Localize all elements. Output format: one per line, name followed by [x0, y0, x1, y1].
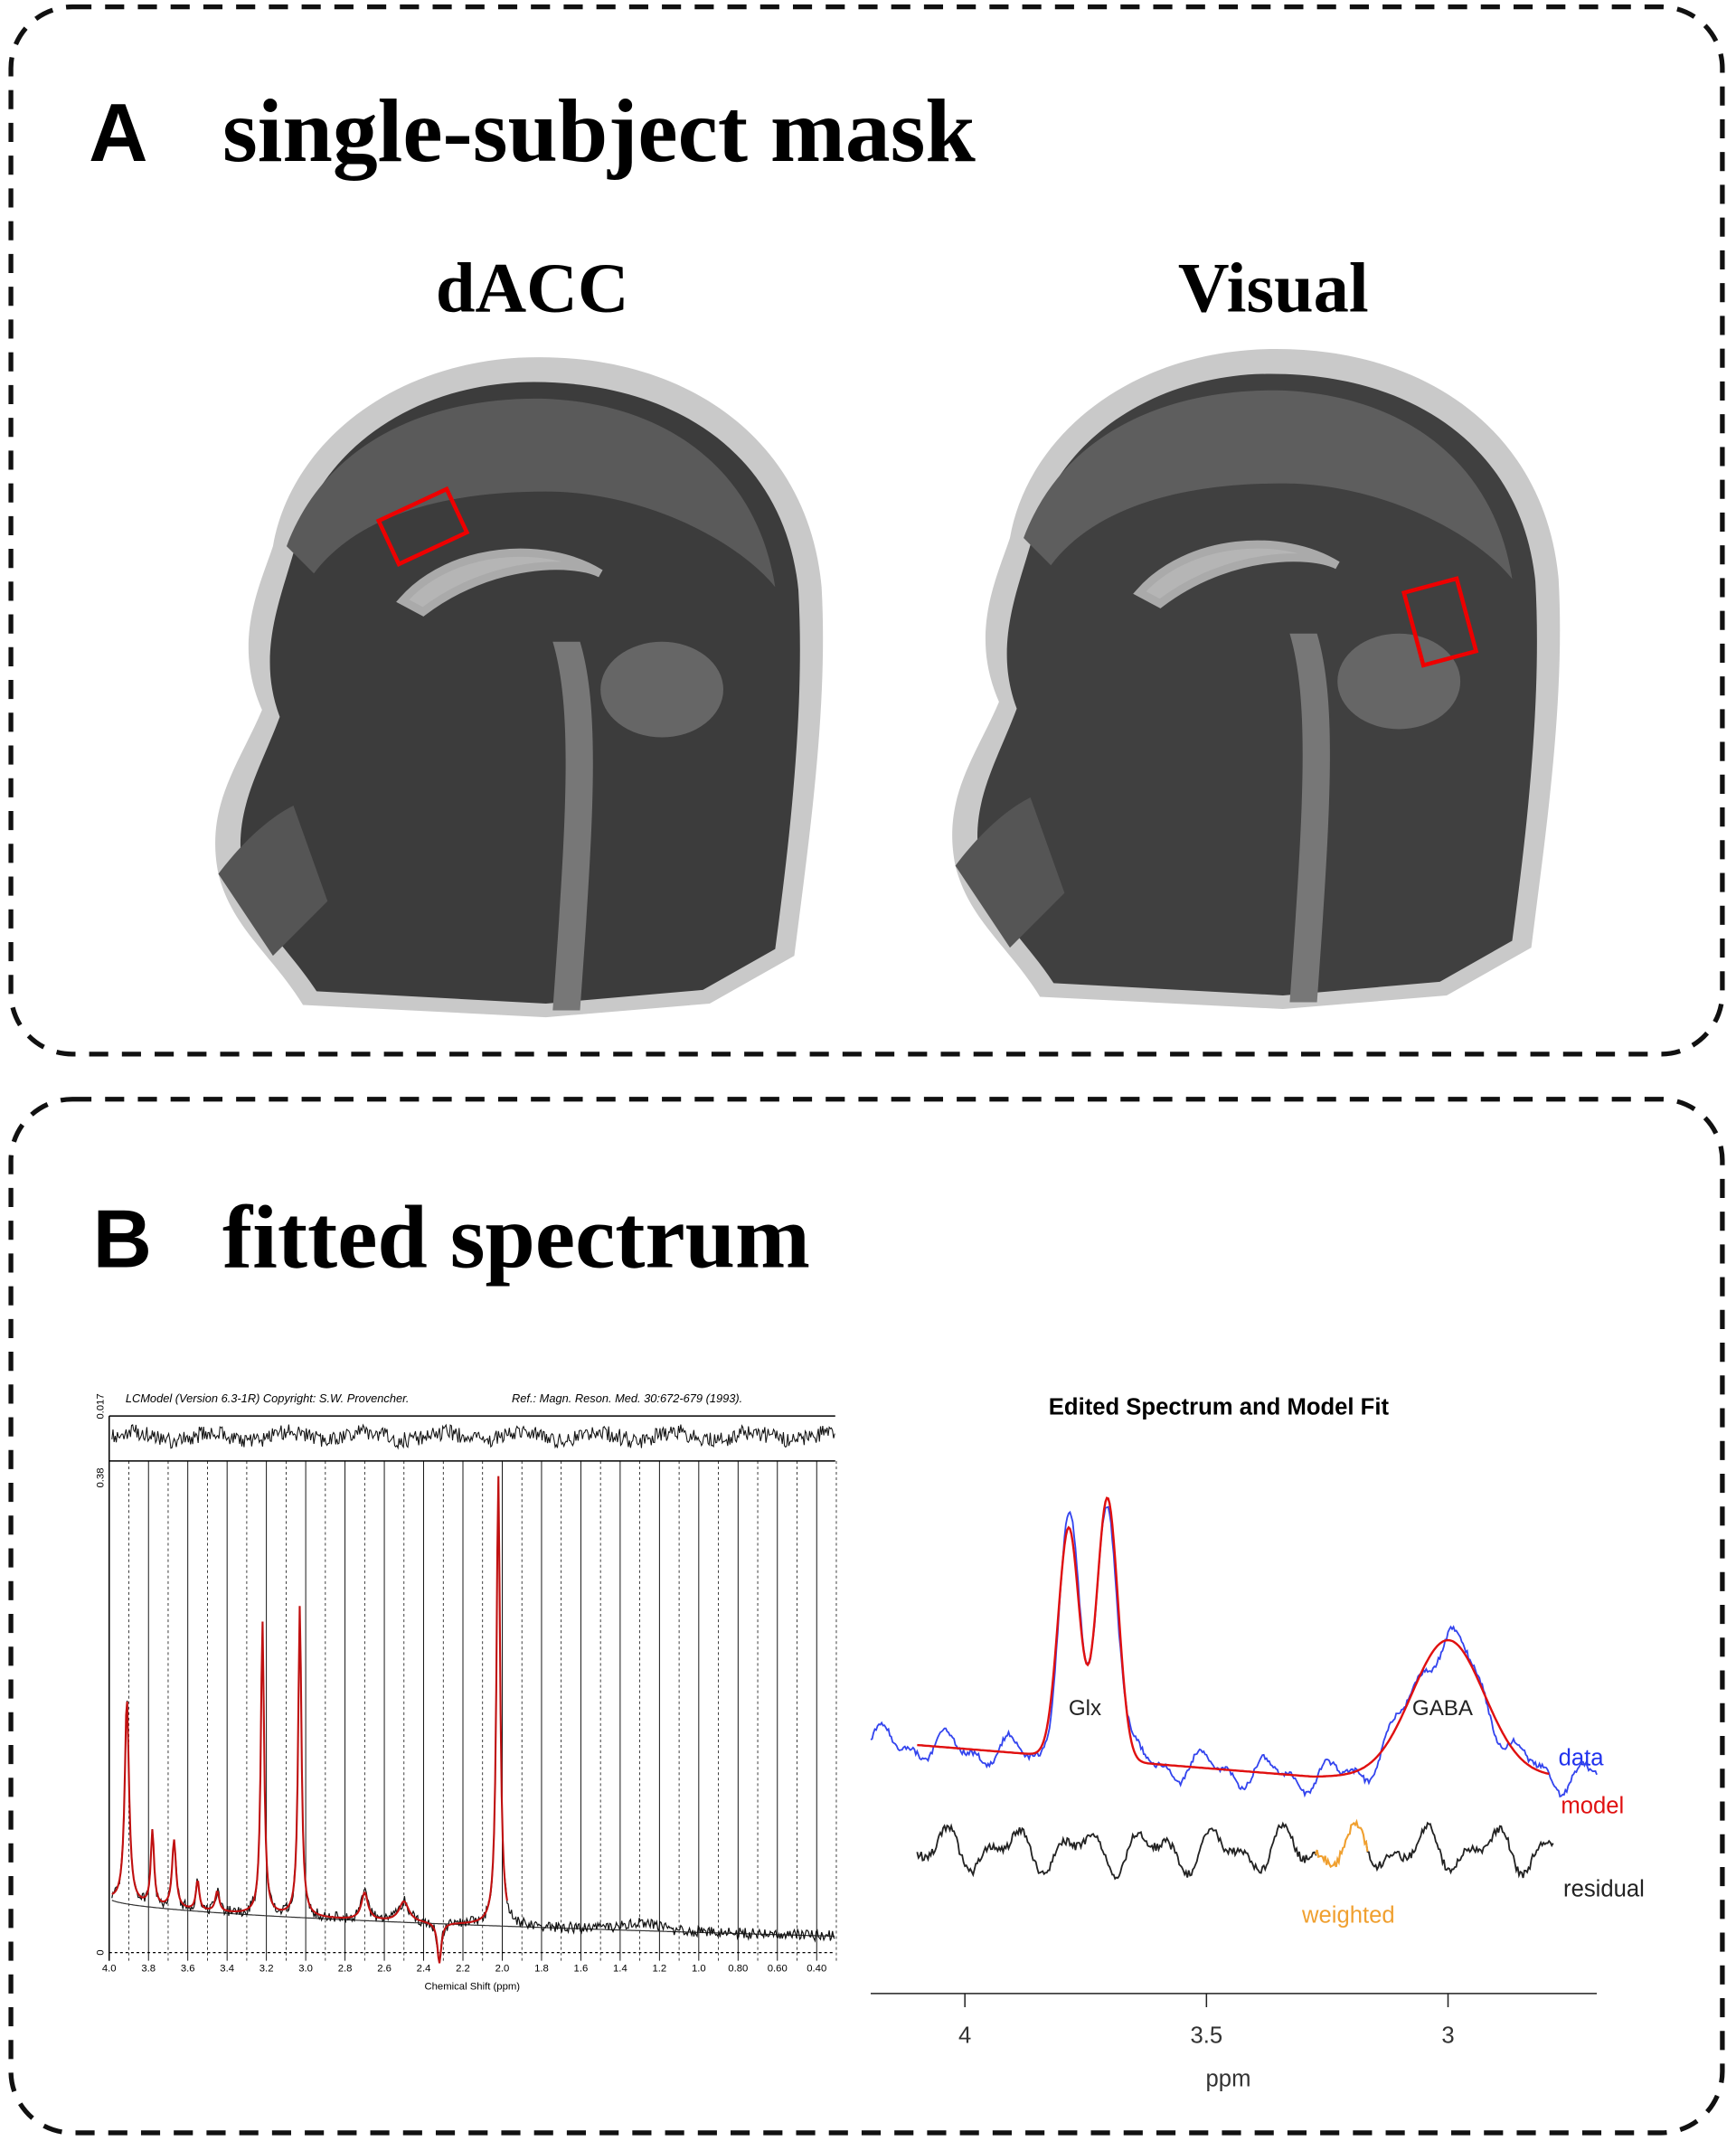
plot-reference: Ref.: Magn. Reson. Med. 30:672-679 (1993… [512, 1391, 742, 1405]
face [955, 797, 1065, 948]
x-axis-label: Chemical Shift (ppm) [424, 1981, 520, 1992]
x-tick-label: 3.8 [141, 1964, 156, 1975]
x-tick-label: 3.4 [220, 1964, 234, 1975]
y-label: 0.017 [96, 1393, 107, 1419]
corpus-callosum [396, 548, 603, 617]
cortex [286, 398, 776, 588]
x-tick-label: 0.60 [768, 1964, 788, 1975]
legend-label: weighted [1301, 1902, 1395, 1928]
legend-label: data [1559, 1746, 1605, 1771]
legend-label: residual [1563, 1877, 1645, 1902]
x-tick-label: 2.2 [456, 1964, 470, 1975]
voxel-mask [375, 486, 470, 567]
model-curve [917, 1496, 1550, 1778]
brainstem [1289, 633, 1330, 1003]
x-tick-label: 1.4 [613, 1964, 627, 1975]
face [218, 806, 328, 957]
brainstem [552, 641, 593, 1011]
residual-curve [916, 1821, 1554, 1881]
data-curve [111, 1478, 835, 1962]
peak-label: Glx [1069, 1696, 1101, 1721]
x-tick-label: 2.6 [377, 1964, 392, 1975]
x-tick-label: 3.5 [1191, 2023, 1223, 2048]
cerebellum [1337, 633, 1461, 730]
x-tick-label: 3.2 [259, 1964, 274, 1975]
panel-title: single-subject mask [222, 80, 976, 181]
x-tick-label: 0.40 [807, 1964, 826, 1975]
x-tick-label: 4.0 [102, 1964, 117, 1975]
corpus-callosum [1133, 540, 1340, 608]
x-tick-label: 3.0 [298, 1964, 313, 1975]
plot-header: LCModel (Version 6.3-1R) Copyright: S.W.… [126, 1391, 410, 1405]
mri-image [952, 349, 1561, 1010]
x-tick-label: 1.2 [652, 1964, 666, 1975]
x-axis-label: ppm [1206, 2067, 1251, 2092]
x-tick-label: 2.4 [417, 1964, 431, 1975]
brain [240, 382, 800, 1004]
brain [977, 373, 1537, 995]
x-tick-label: 2.0 [495, 1964, 510, 1975]
image-label: dACC [436, 248, 629, 326]
x-tick-label: 2.8 [338, 1964, 353, 1975]
x-tick-label: 4 [958, 2023, 971, 2048]
peak-label: GABA [1412, 1696, 1474, 1721]
panel-label: A [89, 88, 147, 179]
panel-title: fitted spectrum [222, 1186, 810, 1287]
residual-curve [111, 1423, 835, 1450]
x-tick-label: 1.8 [534, 1964, 549, 1975]
edited-plot: Edited Spectrum and Model Fit Glx GABA d… [870, 1395, 1645, 2092]
data-curve [870, 1505, 1598, 1798]
panel-a-frame [8, 4, 1725, 1057]
fit-curve [111, 1476, 508, 1964]
y-label: 0 [96, 1949, 107, 1955]
legend-label: model [1561, 1794, 1624, 1819]
panel-label: B [93, 1193, 152, 1285]
cortex [1024, 390, 1513, 580]
x-tick-label: 3 [1441, 2023, 1454, 2048]
x-tick-label: 1.6 [574, 1964, 589, 1975]
plot-title: Edited Spectrum and Model Fit [1049, 1395, 1390, 1420]
image-label: Visual [1178, 248, 1369, 326]
panel-b-frame [8, 1097, 1725, 2136]
y-label: 0.38 [96, 1467, 107, 1487]
cerebellum [600, 641, 723, 738]
x-tick-label: 3.6 [181, 1964, 195, 1975]
voxel-mask [1401, 576, 1479, 668]
weighted-curve [1315, 1818, 1369, 1869]
x-tick-label: 1.0 [692, 1964, 706, 1975]
mri-image [215, 357, 824, 1018]
x-tick-label: 0.80 [728, 1964, 748, 1975]
lcmodel-plot: LCModel (Version 6.3-1R) Copyright: S.W.… [96, 1391, 837, 1992]
